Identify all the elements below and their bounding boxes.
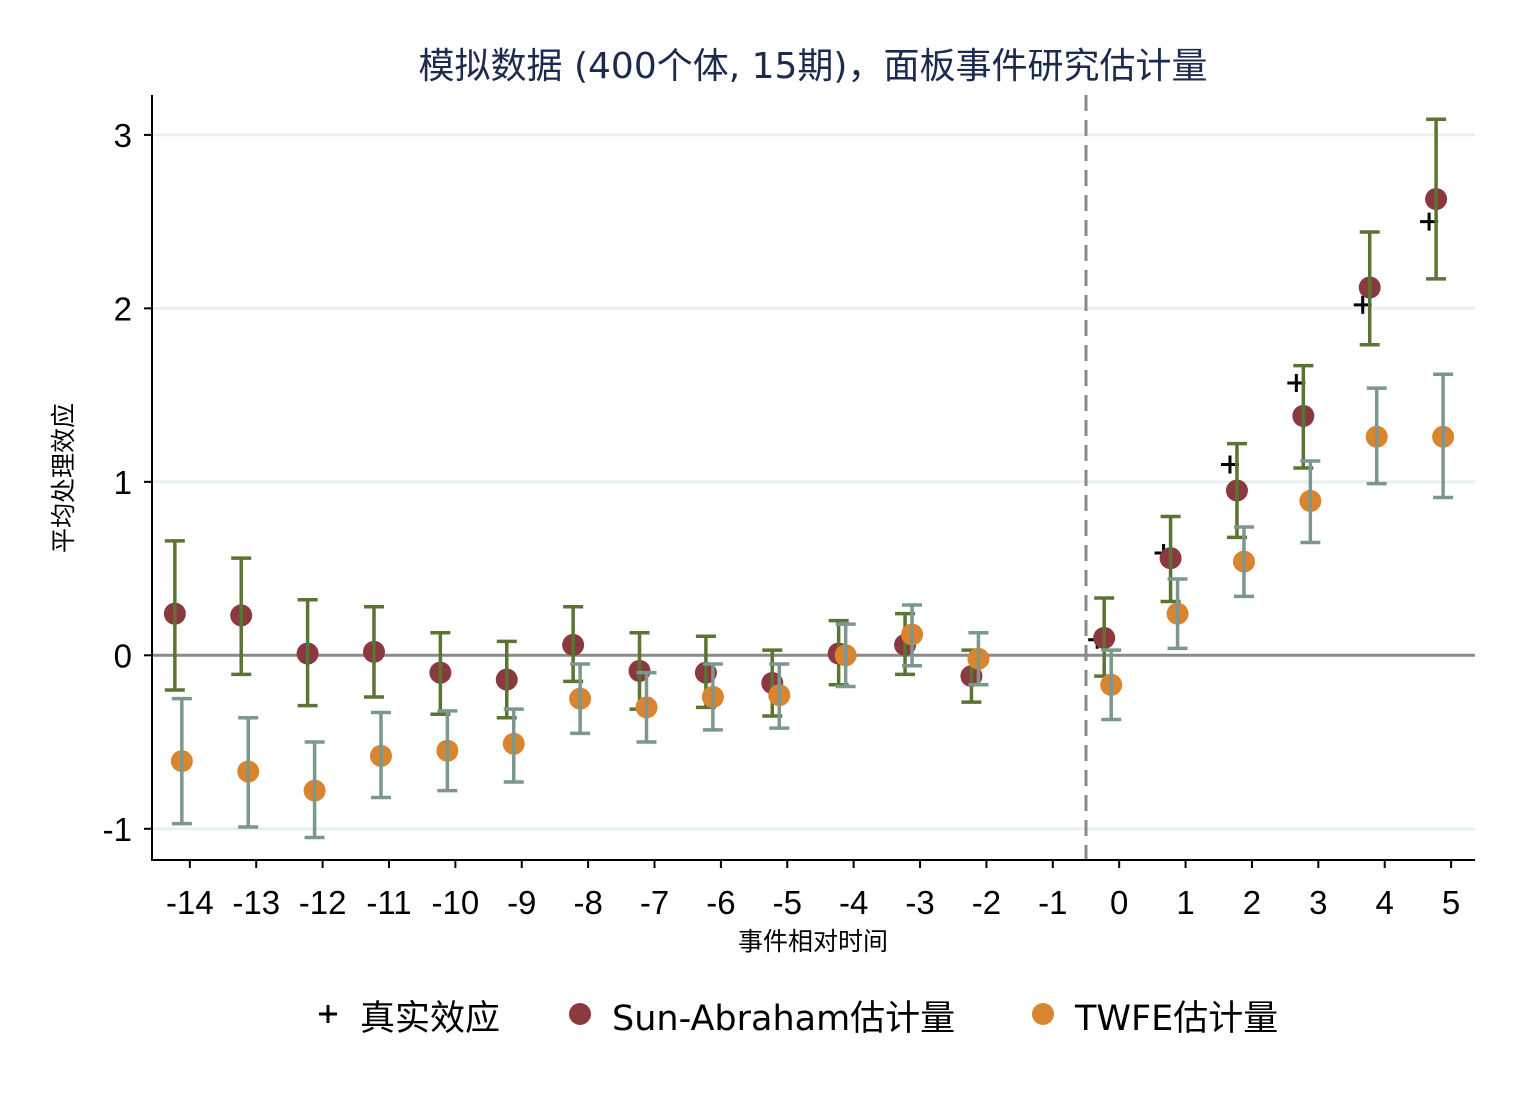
x-tick-label: 2 xyxy=(1243,884,1261,921)
x-tick-label: -1 xyxy=(1038,884,1067,921)
confidence-interval xyxy=(238,716,259,829)
confidence-interval xyxy=(171,696,192,826)
x-tick-label: -13 xyxy=(232,884,280,921)
data-marks xyxy=(163,117,1455,840)
series-1-points xyxy=(163,117,1448,720)
confidence-interval xyxy=(231,556,252,677)
confidence-interval xyxy=(570,662,591,736)
x-tick-label: -4 xyxy=(839,884,868,921)
confidence-interval xyxy=(503,707,524,784)
confidence-interval xyxy=(968,631,989,687)
x-tick-label: -7 xyxy=(640,884,669,921)
legend-label: 真实效应 xyxy=(360,999,500,1039)
y-tick-label: -1 xyxy=(103,811,132,848)
x-tick-label: -2 xyxy=(972,884,1001,921)
y-tick-label: 3 xyxy=(114,117,132,154)
y-tick-label: 0 xyxy=(114,637,132,674)
confidence-interval xyxy=(164,539,185,692)
confidence-interval xyxy=(363,604,384,699)
legend-dot-icon xyxy=(1032,1003,1054,1025)
x-tick-label: -12 xyxy=(299,884,347,921)
x-tick-label: -9 xyxy=(507,884,536,921)
gridlines xyxy=(152,133,1475,831)
x-tick-label: 3 xyxy=(1309,884,1327,921)
x-tick-label: -8 xyxy=(573,884,602,921)
legend-label: Sun-Abraham估计量 xyxy=(612,999,955,1039)
legend: 真实效应 Sun-Abraham估计量 TWFE估计量 xyxy=(319,999,1278,1039)
y-axis-label: 平均处理效应 xyxy=(49,403,78,553)
confidence-interval xyxy=(437,709,458,793)
confidence-interval xyxy=(297,598,318,708)
x-tick-label: -6 xyxy=(706,884,735,921)
legend-dot-icon xyxy=(569,1003,591,1025)
reference-lines xyxy=(152,95,1475,860)
confidence-interval xyxy=(835,622,856,689)
confidence-interval xyxy=(1167,577,1188,651)
x-tick-label: -5 xyxy=(773,884,802,921)
confidence-interval xyxy=(769,662,790,730)
x-tick-label: 4 xyxy=(1376,884,1394,921)
confidence-interval xyxy=(1433,372,1454,500)
confidence-interval xyxy=(1366,386,1387,486)
confidence-interval xyxy=(370,710,391,800)
legend-label: TWFE估计量 xyxy=(1074,999,1278,1039)
y-tick-label: 2 xyxy=(114,290,132,327)
confidence-interval xyxy=(1233,525,1254,599)
confidence-interval xyxy=(636,670,657,744)
x-tick-label: -14 xyxy=(166,884,214,921)
chart-title: 模拟数据 (400个体, 15期)，面板事件研究估计量 xyxy=(419,46,1208,87)
confidence-interval xyxy=(1300,459,1321,545)
x-tick-label: -11 xyxy=(366,884,411,921)
x-tick-label: -3 xyxy=(905,884,934,921)
x-tick-label: 5 xyxy=(1442,884,1460,921)
confidence-interval xyxy=(1426,117,1447,281)
x-tick-label: 0 xyxy=(1110,884,1128,921)
confidence-interval xyxy=(1359,230,1380,347)
series-2-points xyxy=(170,372,1455,840)
confidence-interval xyxy=(304,740,325,840)
legend-plus-icon xyxy=(319,1005,337,1023)
confidence-interval xyxy=(1101,648,1122,722)
confidence-interval xyxy=(902,603,923,668)
x-axis-label: 事件相对时间 xyxy=(738,927,888,956)
confidence-interval xyxy=(702,662,723,732)
x-tick-label: -10 xyxy=(432,884,480,921)
y-tick-label: 1 xyxy=(114,464,132,501)
x-tick-label: 1 xyxy=(1176,884,1194,921)
